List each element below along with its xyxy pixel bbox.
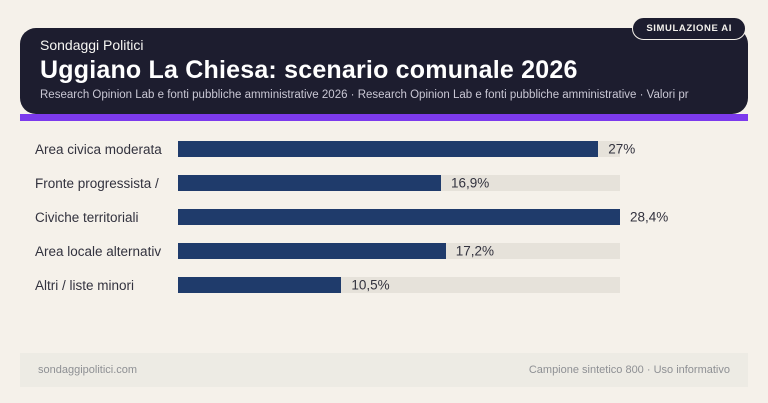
bar: [178, 243, 446, 259]
page-subtitle: Research Opinion Lab e fonti pubbliche a…: [40, 89, 689, 101]
page-title: Uggiano La Chiesa: scenario comunale 202…: [40, 56, 578, 84]
bar-chart: Area civica moderata 27% Fronte progressis…: [35, 132, 768, 302]
bar-track: 16,9%: [178, 175, 620, 191]
category-label: Civiche territoriali: [35, 209, 139, 225]
footer-site-url: sondaggipolitici.com: [38, 364, 138, 376]
bar: [178, 209, 620, 225]
bar-track: 10,5%: [178, 277, 620, 293]
category-label: Area civica moderata: [35, 141, 162, 157]
header: SIMULAZIONE AI Sondaggi Politici Uggiano…: [20, 17, 748, 121]
footer-sample-note: Campione sintetico 800 · Uso informativo: [528, 364, 730, 376]
accent-underline: [20, 114, 748, 121]
value-label: 28,4%: [630, 209, 669, 225]
footer-bar: sondaggipolitici.com Campione sintetico …: [20, 353, 748, 387]
value-label: 10,5%: [351, 277, 390, 293]
value-label: 16,9%: [451, 175, 490, 191]
chart-row: Area locale alternativ 17,2%: [35, 234, 768, 268]
category-label: Area locale alternativ: [35, 243, 162, 259]
bar: [178, 175, 442, 191]
category-label: Fronte progressista /: [35, 175, 159, 191]
value-label: 27%: [608, 141, 636, 157]
category-label: Altri / liste minori: [35, 277, 135, 293]
chart-row: Fronte progressista / 16,9%: [35, 166, 768, 200]
chart-row: Area civica moderata 27%: [35, 132, 768, 166]
bar-track: 17,2%: [178, 243, 620, 259]
chart-row: Civiche territoriali 28,4%: [35, 200, 768, 234]
bar-track: 28,4%: [178, 209, 668, 225]
bar: [178, 277, 342, 293]
bar-track: 27%: [178, 141, 635, 157]
value-label: 17,2%: [455, 243, 494, 259]
brand-kicker: Sondaggi Politici: [40, 37, 144, 53]
bar: [178, 141, 599, 157]
chart-row: Altri / liste minori 10,5%: [35, 268, 768, 302]
simulation-ai-badge: SIMULAZIONE AI: [632, 17, 746, 40]
header-card: SIMULAZIONE AI Sondaggi Politici Uggiano…: [20, 17, 748, 114]
